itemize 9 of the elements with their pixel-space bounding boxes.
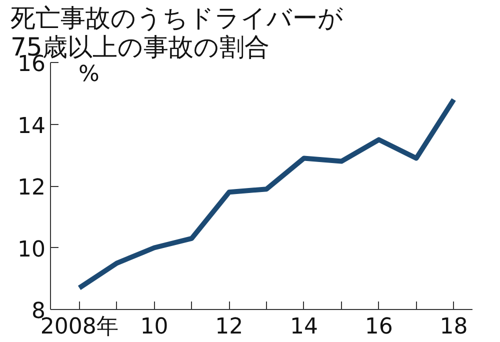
x-tick-label: 14 [290, 314, 318, 340]
x-tick-label: 16 [364, 314, 393, 340]
x-tick-label: 18 [440, 314, 468, 340]
y-tick-label: 12 [18, 176, 46, 200]
y-tick-label: 10 [18, 237, 46, 262]
y-tick-label: 14 [18, 114, 46, 139]
x-tick-label: 10 [140, 314, 168, 340]
annotation: % [78, 62, 100, 87]
x-tick-label: 12 [215, 314, 244, 340]
